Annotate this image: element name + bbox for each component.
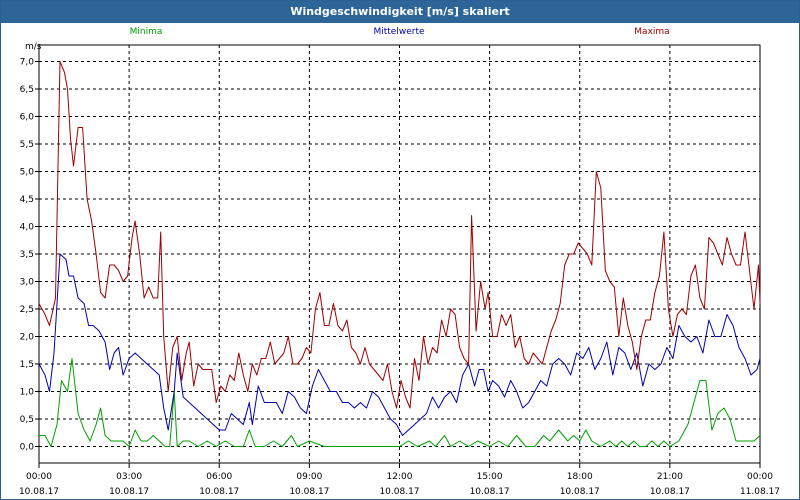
x-tick-date-label: 10.08.17 xyxy=(470,487,510,497)
x-tick-time-label: 21:00 xyxy=(657,472,683,482)
legend-mittelwerte: Mittelwerte xyxy=(373,27,424,37)
y-tick-label: 5,5 xyxy=(20,140,34,150)
legend: Minima Mittelwerte Maxima xyxy=(130,27,670,37)
wind-speed-chart: m/s 0,0 0,5 1,0 1,5 2,0 2,5 3,0 3,5 4,0 4,5 5,0 5,5… xyxy=(19,27,780,497)
x-tick-time-label: 15:00 xyxy=(477,472,503,482)
y-tick-label: 5,0 xyxy=(20,168,35,178)
y-tick-label: 1,5 xyxy=(20,360,34,370)
x-tick-time-label: 09:00 xyxy=(296,472,322,482)
series-line-minima xyxy=(39,358,761,447)
y-tick-label: 6,5 xyxy=(20,85,34,95)
x-tick-date-label: 10.08.17 xyxy=(109,487,149,497)
y-tick-label: 6,0 xyxy=(20,113,35,123)
x-tick-time-label: 06:00 xyxy=(206,472,232,482)
y-axis: m/s 0,0 0,5 1,0 1,5 2,0 2,5 3,0 3,5 4,0 4,5 5,0 5,5… xyxy=(20,42,42,453)
window-title: Windgeschwindigkeit [m/s] skaliert xyxy=(1,1,799,23)
series-layer xyxy=(38,61,761,447)
y-tick-label: 2,5 xyxy=(20,305,34,315)
x-tick-date-label: 10.08.17 xyxy=(289,487,329,497)
series-line-mittelwerte xyxy=(38,253,761,436)
x-tick-date-label: 10.08.17 xyxy=(560,487,600,497)
x-tick-time-label: 12:00 xyxy=(387,472,413,482)
x-tick-time-label: 18:00 xyxy=(567,472,593,482)
y-tick-label: 7,0 xyxy=(20,58,35,68)
x-tick-date-label: 10.08.17 xyxy=(19,487,59,497)
y-tick-label: 3,5 xyxy=(20,250,34,260)
y-tick-label: 0,5 xyxy=(20,415,34,425)
x-tick-time-label: 03:00 xyxy=(116,472,142,482)
y-tick-label: 1,0 xyxy=(20,388,35,398)
y-tick-label: 4,0 xyxy=(20,223,35,233)
x-tick-date-label: 10.08.17 xyxy=(379,487,419,497)
x-tick-date-label: 11.08.17 xyxy=(740,487,780,497)
x-tick-time-label: 00:00 xyxy=(26,472,52,482)
x-tick-date-label: 10.08.17 xyxy=(650,487,690,497)
y-tick-label: 3,0 xyxy=(20,278,35,288)
x-axis: 00:00 10.08.17 03:00 10.08.17 06:00 10.08.17 0… xyxy=(19,463,780,497)
legend-minima: Minima xyxy=(130,27,163,37)
y-axis-unit-label: m/s xyxy=(25,42,42,52)
legend-maxima: Maxima xyxy=(634,27,669,37)
y-tick-label: 0,0 xyxy=(20,443,35,453)
x-tick-date-label: 10.08.17 xyxy=(199,487,239,497)
y-tick-label: 4,5 xyxy=(20,195,34,205)
y-tick-label: 2,0 xyxy=(20,333,35,343)
x-tick-time-label: 00:00 xyxy=(747,472,773,482)
series-line-maxima xyxy=(38,61,761,409)
